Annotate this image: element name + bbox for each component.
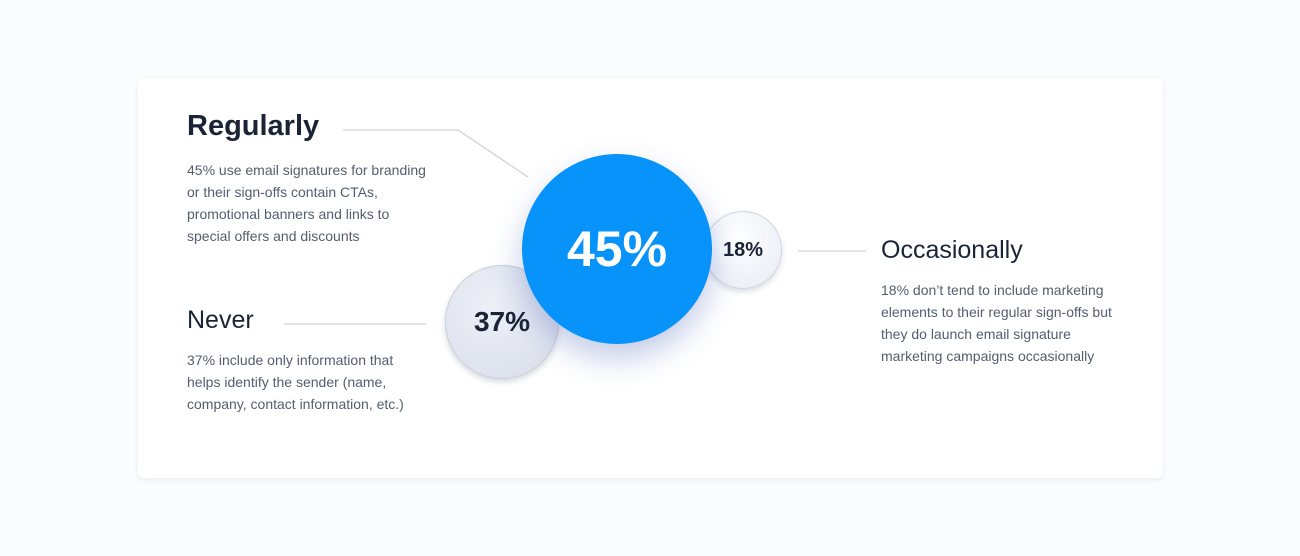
description-regularly: 45% use email signatures for branding or…	[187, 159, 426, 247]
description-line: marketing campaigns occasionally	[881, 347, 1095, 364]
description-line: they do launch email signature	[881, 325, 1071, 342]
heading-regularly: Regularly	[187, 110, 320, 142]
bubble-occasionally: 18%	[704, 211, 782, 289]
description-line: helps identify the sender (name,	[187, 373, 387, 390]
description-line: 45% use email signatures for branding	[187, 161, 426, 178]
description-line: 37% include only information that	[187, 351, 394, 368]
description-never: 37% include only information that helps …	[187, 349, 404, 415]
description-line: company, contact information, etc.)	[187, 395, 404, 412]
description-line: 18% don’t tend to include marketing	[881, 281, 1104, 298]
annotation-occasionally: Occasionally 18% don’t tend to include m…	[881, 236, 1112, 367]
description-line: or their sign-offs contain CTAs,	[187, 183, 378, 200]
bubble-never: 37%	[445, 265, 559, 379]
description-occasionally: 18% don’t tend to include marketing elem…	[881, 279, 1112, 367]
annotation-never: Never 37% include only information that …	[187, 306, 404, 415]
annotation-regularly: Regularly 45% use email signatures for b…	[187, 110, 426, 247]
bubble-regularly: 45%	[522, 154, 712, 344]
value-label-regularly: 45%	[566, 221, 668, 277]
value-label-never: 37%	[473, 306, 531, 337]
value-label-occasionally: 18%	[722, 238, 764, 261]
heading-never: Never	[187, 306, 254, 334]
description-line: special offers and discounts	[187, 227, 360, 244]
description-line: elements to their regular sign-offs but	[881, 303, 1112, 320]
description-line: promotional banners and links to	[187, 205, 390, 222]
heading-occasionally: Occasionally	[881, 236, 1023, 264]
